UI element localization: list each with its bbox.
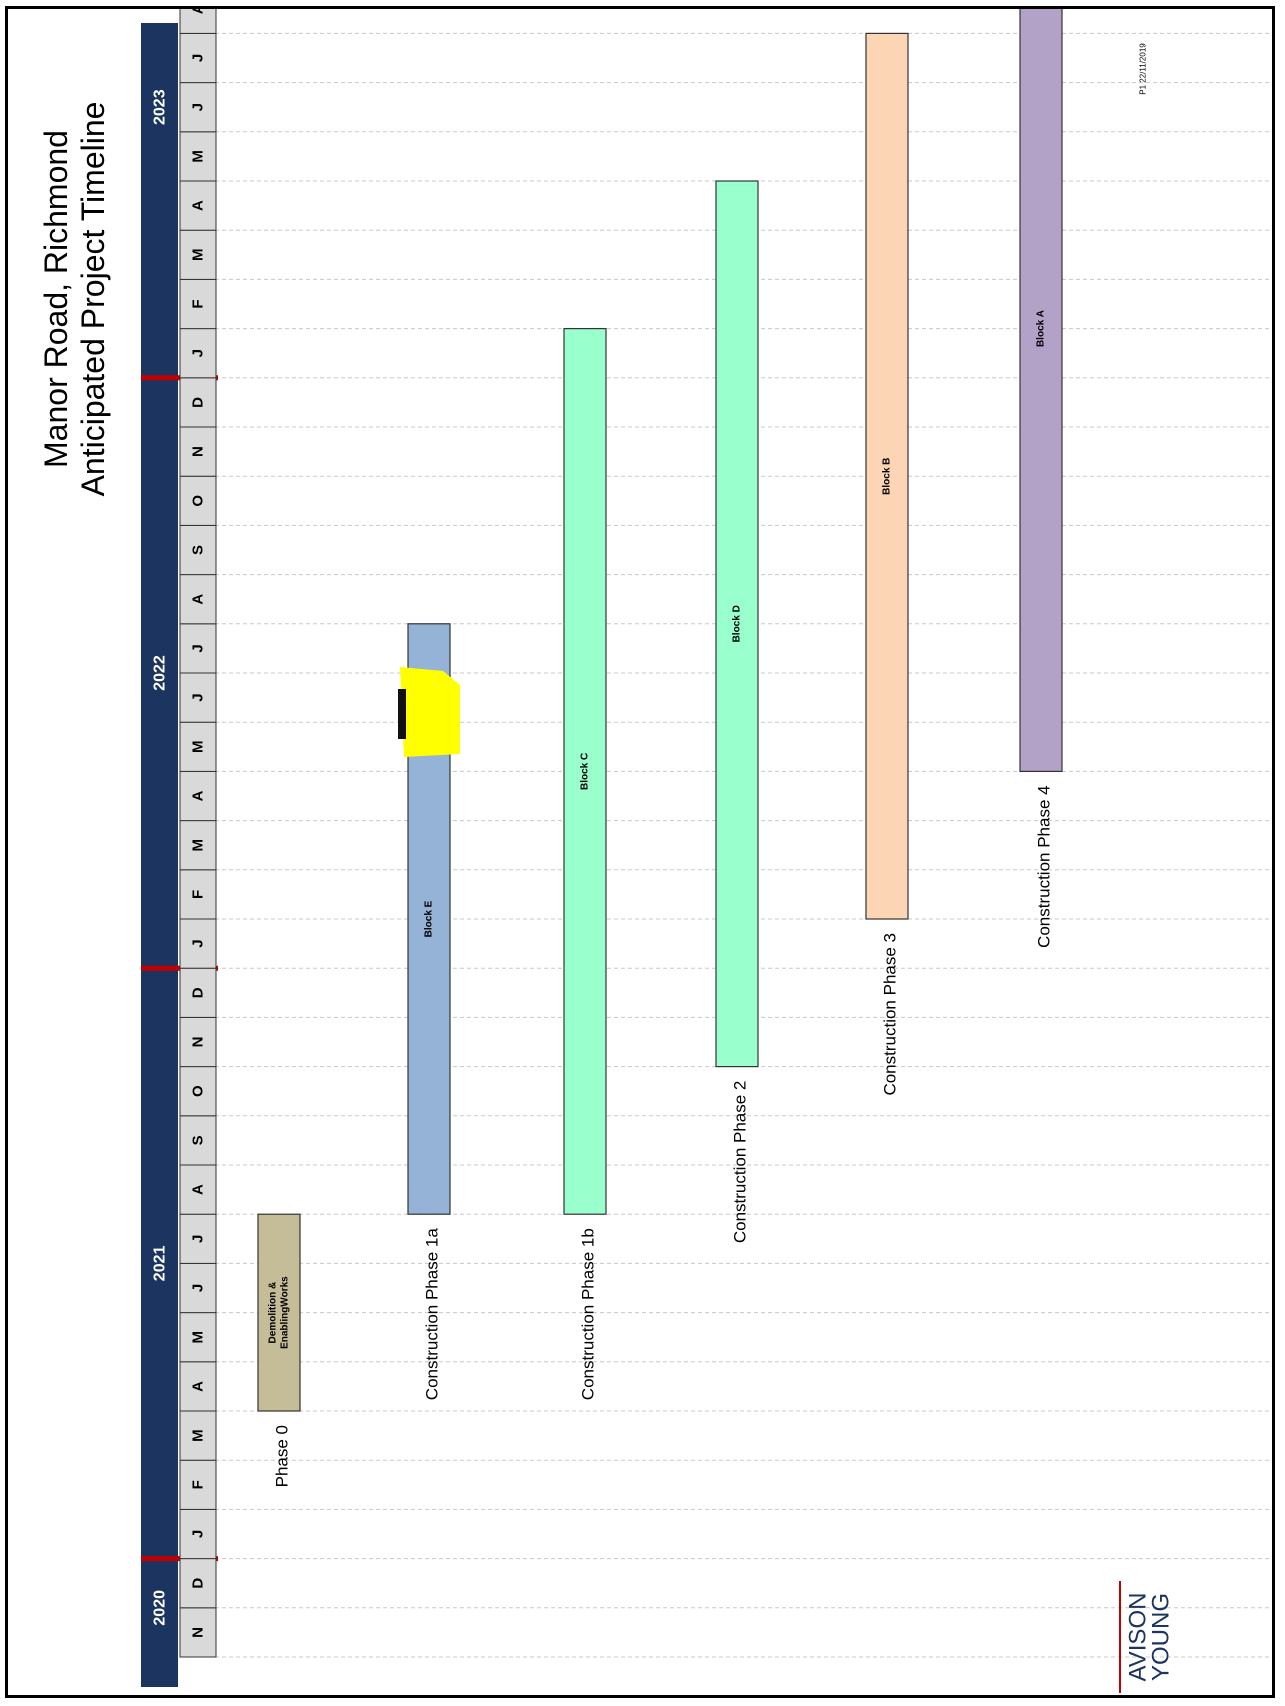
month-label: A <box>190 1184 207 1195</box>
month-cell <box>179 820 217 871</box>
month-cell <box>179 1066 217 1117</box>
month-label: M <box>190 741 207 754</box>
month-cell <box>179 131 217 182</box>
month-cell <box>179 1508 217 1560</box>
month-label: F <box>190 890 207 899</box>
month-cell <box>179 82 217 133</box>
month-label: J <box>190 693 207 701</box>
month-label: N <box>190 1627 207 1638</box>
month-cell <box>179 967 217 1018</box>
page-subtitle: Anticipated Project Timeline <box>75 102 111 497</box>
logo-word-2: YOUNG <box>1148 1593 1175 1681</box>
logo-word-1: AVISON <box>1125 1593 1152 1682</box>
bar <box>257 1213 301 1412</box>
month-cell <box>179 1115 217 1166</box>
month-label: J <box>190 103 207 111</box>
month-label: J <box>190 1284 207 1292</box>
bar <box>563 328 607 1215</box>
bar-label: Block B <box>882 458 893 495</box>
month-label: M <box>190 150 207 163</box>
phase-label: Construction Phase 1b <box>579 1228 598 1400</box>
bar-label: Block D <box>732 605 743 642</box>
month-label: N <box>190 1037 207 1048</box>
bar <box>715 180 759 1068</box>
bar-label: Demolition & <box>268 1282 279 1344</box>
month-cell <box>179 574 217 625</box>
bar-label: Block E <box>424 900 435 937</box>
month-label: F <box>190 299 207 308</box>
gantt-chart: 2020 2021 2022 2023 N D J F M A M J J A S O N D J F M A M J J A S O… <box>38 9 1272 1693</box>
highlight-mark-edge <box>398 689 406 739</box>
month-label: A <box>190 200 207 211</box>
year-label: 2023 <box>152 89 169 125</box>
month-cell <box>179 1312 217 1363</box>
month-cell <box>179 426 217 477</box>
month-label: M <box>190 839 207 852</box>
month-label: S <box>190 545 207 555</box>
month-cell <box>179 32 217 84</box>
phase-label: Construction Phase 4 <box>1035 785 1054 948</box>
month-label: A <box>190 594 207 605</box>
month-label: J <box>190 349 207 357</box>
month-label: J <box>190 644 207 652</box>
month-label: M <box>190 1429 207 1442</box>
month-label: N <box>190 446 207 457</box>
month-cell <box>179 229 217 280</box>
month-cell <box>179 278 217 330</box>
month-label: O <box>190 1085 207 1097</box>
revision-note: P1 22/11/2019 <box>1139 43 1148 95</box>
phase-label: Construction Phase 2 <box>731 1081 750 1244</box>
month-cell <box>179 1558 217 1609</box>
bar-label: Block C <box>580 753 591 790</box>
month-label: A <box>190 790 207 801</box>
month-cell <box>179 1361 217 1412</box>
month-cell <box>179 1262 217 1314</box>
month-cell <box>179 180 217 231</box>
month-label: J <box>190 1530 207 1538</box>
bar-label: EnablingWorks <box>280 1276 291 1349</box>
month-cell <box>179 524 217 576</box>
month-label: D <box>190 987 207 998</box>
page-title: Manor Road, Richmond <box>38 130 74 468</box>
month-label: M <box>190 1331 207 1344</box>
bar-label: Block A <box>1036 310 1047 347</box>
phase-label: Construction Phase 3 <box>881 933 900 1096</box>
month-cell <box>179 1607 217 1658</box>
month-cell <box>179 9 217 34</box>
year-header <box>141 23 178 1687</box>
month-cell <box>179 623 217 674</box>
month-label: O <box>190 495 207 507</box>
month-cell <box>179 1164 217 1215</box>
month-cell <box>179 1459 217 1510</box>
year-label: 2021 <box>152 1246 169 1282</box>
month-label: A <box>190 9 207 14</box>
year-label: 2020 <box>152 1590 169 1626</box>
month-label: M <box>190 249 207 261</box>
phase-label: Construction Phase 1a <box>423 1228 442 1401</box>
month-label: J <box>190 939 207 947</box>
month-label: D <box>190 1578 207 1589</box>
month-cell <box>179 869 217 920</box>
highlight-mark <box>400 667 460 757</box>
year-label: 2022 <box>152 655 169 691</box>
bar <box>1019 9 1063 772</box>
month-label: A <box>190 1381 207 1392</box>
month-cell <box>179 721 217 772</box>
month-cell <box>179 918 217 969</box>
phase-label: Phase 0 <box>273 1425 292 1487</box>
month-cell <box>179 1016 217 1068</box>
month-label: J <box>190 54 207 62</box>
month-label: J <box>190 1235 207 1243</box>
month-label: D <box>190 397 207 408</box>
month-label: F <box>190 1480 207 1489</box>
month-label: S <box>190 1135 207 1145</box>
timeline-sheet: 2020 2021 2022 2023 N D J F M A M J J A S O N D J F M A M J J A S O… <box>5 6 1275 1698</box>
bar <box>865 32 909 920</box>
